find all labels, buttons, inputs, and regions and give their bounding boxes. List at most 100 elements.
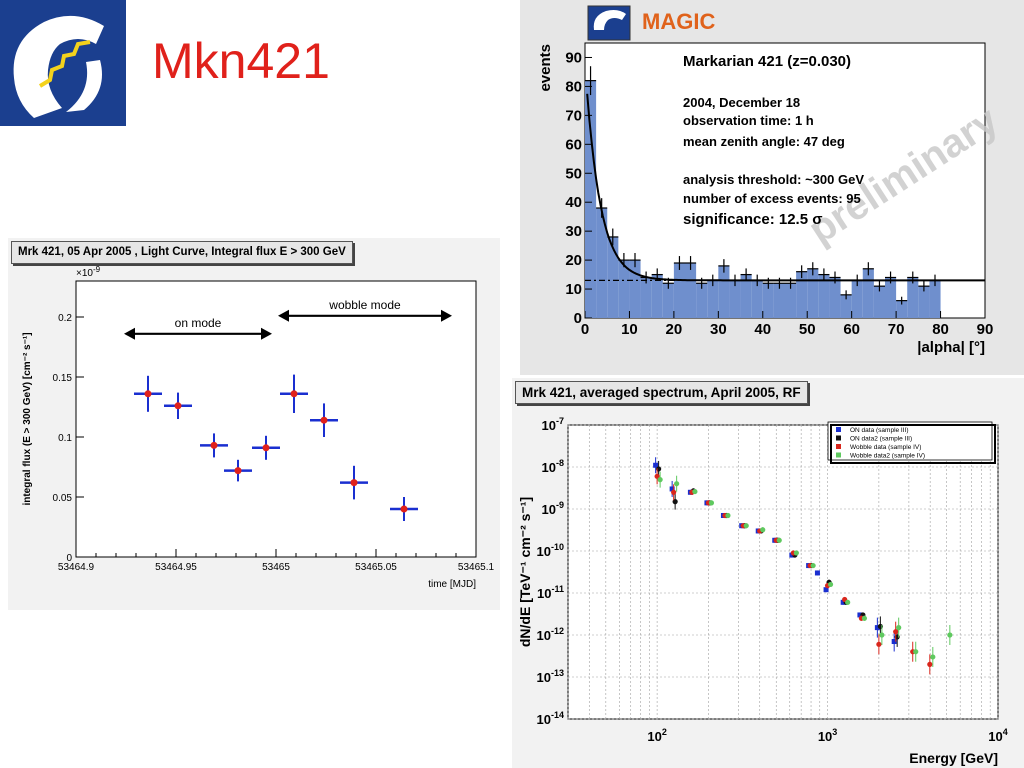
histogram-bar	[696, 283, 708, 318]
x-tick-label: 80	[932, 321, 949, 338]
y-tick-label: 60	[565, 136, 582, 153]
spectrum-point	[913, 649, 919, 655]
telescope-logo-icon	[0, 0, 126, 126]
spectrum-point	[840, 599, 846, 605]
y-tick-label: 0.1	[58, 433, 72, 444]
histogram-bar	[785, 283, 797, 318]
legend-entry: ON data2 (sample III)	[850, 436, 912, 443]
histogram-bar	[662, 283, 674, 318]
mode-arrow-label: wobble mode	[328, 298, 401, 312]
spectrum-point	[823, 587, 829, 593]
legend-entry: Wobble data2 (sample IV)	[850, 453, 925, 460]
excess-label: number of excess events: 95	[683, 191, 861, 206]
histogram-bar	[862, 268, 874, 318]
flux-point	[144, 390, 152, 398]
significance-label: significance: 12.5 σ	[683, 211, 822, 228]
histogram-bar	[885, 277, 897, 318]
arrow-head-right-icon	[261, 327, 272, 340]
histogram-bar	[585, 80, 597, 318]
histogram-bar	[651, 274, 663, 318]
histogram-bar	[640, 277, 652, 318]
x-tick-label: 53464.95	[155, 562, 197, 573]
alpha-plot-panel: MAGIC preliminary 0 10 20 30 40 50 60 70 80 90 0 10…	[520, 0, 1024, 375]
spectrum-point	[743, 523, 749, 529]
magic-logo	[0, 0, 126, 126]
y-axis-label: integral flux (E > 300 GeV) [cm⁻² s⁻¹]	[22, 332, 33, 505]
y-tick-label: 0	[66, 553, 72, 564]
histogram-bar	[929, 280, 941, 318]
spectrum-point	[874, 625, 880, 631]
y-tick-label: 90	[565, 49, 582, 66]
spectrum-point	[810, 562, 816, 569]
spectrum-point	[896, 625, 902, 631]
histogram-bar	[607, 236, 619, 318]
x-tick-label: 70	[888, 321, 905, 338]
spectrum-plot-area	[567, 424, 999, 720]
histogram-bar	[740, 274, 752, 318]
y-tick-label: 10-13	[537, 668, 564, 685]
x-axis-label: time [MJD]	[428, 579, 476, 590]
x-axis-label: Energy [GeV]	[909, 750, 998, 766]
lightcurve-axes: 53464.9 53464.95 53465 53465.05 53465.1 0 0.05…	[22, 313, 495, 590]
x-tick-label: 90	[977, 321, 994, 338]
histogram-bar	[596, 208, 608, 318]
y-tick-label: 30	[565, 223, 582, 240]
x-tick-label: 104	[988, 727, 1007, 744]
histogram-bar	[729, 280, 741, 318]
y-axis-label: events	[537, 44, 554, 92]
x-tick-label: 10	[621, 321, 638, 338]
histogram-bar	[762, 283, 774, 318]
legend-swatch	[836, 435, 841, 441]
spectrum-point	[947, 632, 953, 638]
y-tick-label: 10-12	[537, 626, 564, 643]
spectrum-point	[708, 500, 715, 506]
zenith-label: mean zenith angle: 47 deg	[683, 134, 845, 149]
histogram-bar	[907, 277, 919, 318]
histogram-bar	[673, 263, 685, 318]
alpha-annotations: Markarian 421 (z=0.030) 2004, December 1…	[683, 53, 864, 228]
spectrum-axes: 102 103 104 10-7 10-8 10-9 10-10 10-11 10-12 10-1…	[517, 416, 1008, 766]
mode-arrow-label: on mode	[175, 316, 222, 330]
y-tick-label: 0.15	[53, 373, 73, 384]
flux-point	[174, 402, 182, 410]
spectrum-points	[653, 457, 953, 675]
spectrum-panel: Mrk 421, averaged spectrum, April 2005, …	[512, 378, 1024, 768]
magic-brand-logo: MAGIC	[587, 5, 715, 41]
y-tick-label: 0	[574, 310, 582, 327]
spectrum-title: Mrk 421, averaged spectrum, April 2005, …	[515, 381, 808, 404]
x-tick-label: 30	[710, 321, 727, 338]
legend-entry: ON data (sample III)	[850, 427, 909, 434]
spectrum-point	[879, 632, 885, 638]
histogram-bar	[896, 300, 908, 318]
histogram-bar	[807, 268, 819, 318]
histogram-bar	[818, 274, 830, 318]
threshold-label: analysis threshold: ~300 GeV	[683, 172, 864, 187]
x-tick-label: 0	[581, 321, 589, 338]
x-tick-label: 102	[647, 727, 666, 744]
histogram-bar	[707, 280, 719, 318]
x-axis-label: |alpha| [°]	[917, 339, 985, 356]
y-tick-label: 10-10	[537, 542, 564, 559]
lightcurve-chart: ×10-9 53464.9 53464.95 53465 53465.05 53465.…	[22, 265, 495, 590]
y-tick-label: 10	[565, 281, 582, 298]
spectrum-point	[653, 462, 659, 468]
y-tick-label: 70	[565, 107, 582, 124]
exponent-label: ×10-9	[76, 265, 101, 279]
brand-name: MAGIC	[642, 9, 715, 34]
legend-swatch	[836, 444, 841, 449]
spectrum-point	[692, 488, 698, 495]
x-tick-label: 53464.9	[58, 562, 95, 573]
y-tick-label: 20	[565, 252, 582, 269]
flux-point	[210, 441, 218, 449]
histogram-bar	[829, 277, 841, 318]
spectrum-point	[845, 599, 851, 605]
spectrum-point	[672, 499, 678, 505]
spectrum-point	[927, 661, 933, 667]
spectrum-point	[930, 654, 936, 660]
flux-point	[262, 444, 270, 452]
spectrum-point	[857, 612, 863, 618]
histogram-bar	[918, 286, 930, 318]
flux-point	[234, 467, 242, 475]
source-label: Markarian 421 (z=0.030)	[683, 53, 851, 70]
spectrum-point	[891, 639, 897, 645]
